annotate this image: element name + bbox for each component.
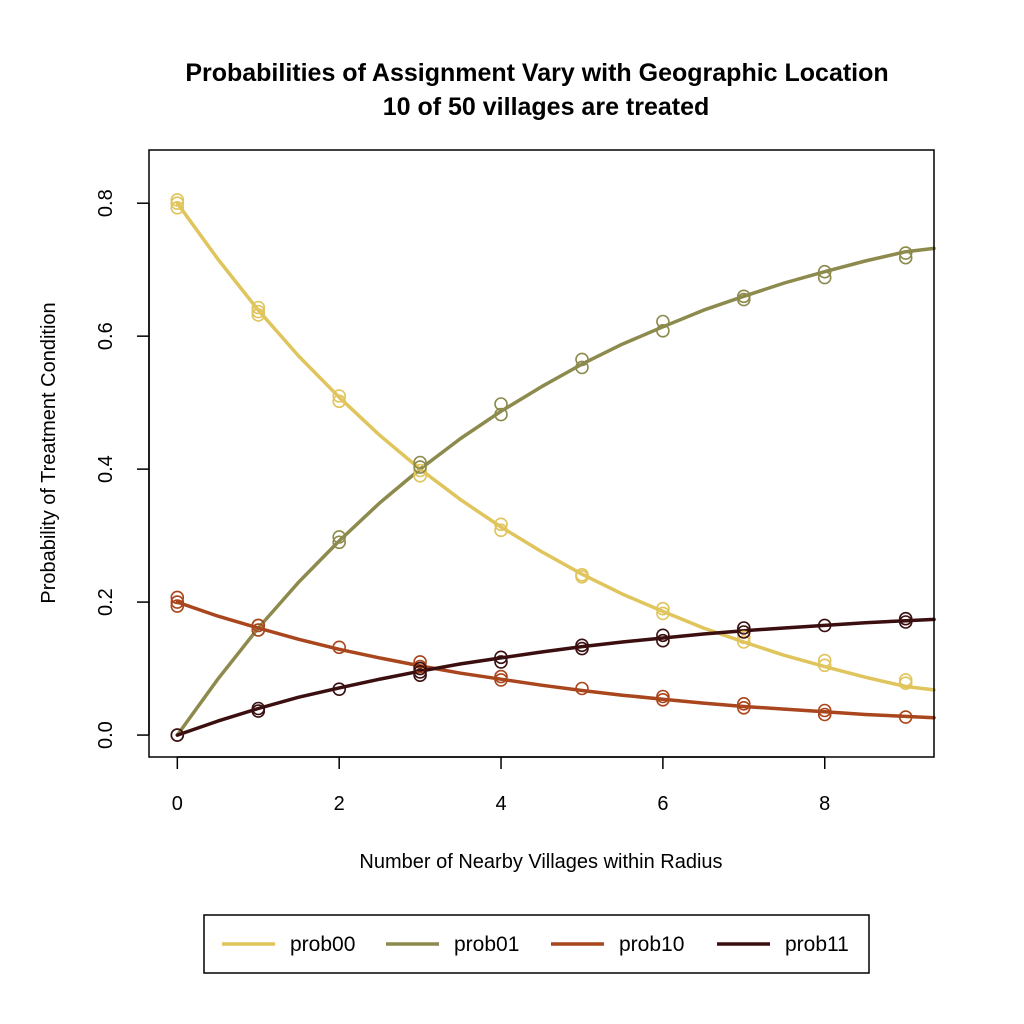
x-tick-label: 2 — [334, 793, 345, 815]
data-point-prob00 — [251, 304, 266, 319]
data-point-prob11 — [817, 618, 832, 633]
y-tick-label: 0.6 — [95, 322, 117, 350]
data-point-prob00 — [898, 676, 913, 691]
data-point-prob10 — [736, 696, 751, 711]
legend-label-prob00: prob00 — [290, 933, 355, 956]
data-point-prob11 — [332, 682, 347, 697]
data-point-prob00 — [170, 196, 185, 210]
y-tick-label: 0.8 — [95, 189, 117, 217]
data-point-prob11 — [736, 625, 751, 639]
data-point-prob01 — [656, 314, 670, 329]
data-point-prob10 — [332, 640, 347, 655]
data-point-prob11 — [413, 668, 427, 683]
data-point-prob10 — [251, 623, 266, 637]
y-tick-label: 0.2 — [95, 588, 117, 616]
legend: prob00 prob01 prob10 prob11 — [203, 914, 870, 974]
data-point-prob00 — [817, 658, 832, 673]
data-point-prob10 — [170, 595, 185, 609]
legend-label-prob01: prob01 — [454, 933, 519, 956]
data-point-prob11 — [251, 704, 266, 718]
data-point-prob00 — [170, 201, 185, 215]
data-point-prob10 — [817, 707, 832, 722]
data-point-prob01 — [817, 264, 832, 279]
y-axis: 0.0 0.2 0.4 0.6 0.8 — [95, 189, 150, 749]
data-point-prob01 — [575, 352, 589, 367]
data-point-prob00 — [898, 673, 913, 687]
x-tick-label: 0 — [172, 793, 183, 815]
data-point-prob10 — [251, 618, 266, 633]
data-point-prob11 — [575, 638, 589, 653]
x-axis-label: Number of Nearby Villages within Radius — [359, 851, 722, 873]
series-points — [170, 193, 913, 742]
x-tick-label: 4 — [495, 793, 506, 815]
data-point-prob01 — [817, 270, 832, 285]
data-point-prob00 — [413, 463, 427, 478]
data-point-prob10 — [494, 673, 508, 687]
data-point-prob01 — [413, 460, 427, 474]
data-point-prob01 — [413, 455, 427, 470]
data-point-prob00 — [251, 308, 266, 322]
data-point-prob00 — [817, 653, 832, 668]
data-point-prob01 — [332, 535, 347, 550]
data-point-prob00 — [251, 300, 266, 315]
x-tick-label: 6 — [657, 793, 668, 815]
legend-label-prob10: prob10 — [619, 933, 684, 956]
data-point-prob10 — [413, 655, 427, 669]
data-point-prob00 — [736, 635, 751, 649]
legend-items: prob00 prob01 prob10 prob11 — [222, 933, 849, 956]
data-point-prob10 — [170, 590, 185, 605]
data-point-prob11 — [656, 628, 670, 643]
data-point-prob00 — [575, 569, 589, 584]
data-point-prob11 — [170, 728, 185, 742]
data-point-prob10 — [656, 689, 670, 704]
y-tick-label: 0.4 — [95, 455, 117, 483]
data-point-prob01 — [494, 407, 508, 422]
data-point-prob11 — [736, 621, 751, 635]
data-point-prob01 — [736, 289, 751, 304]
chart-subtitle: 10 of 50 villages are treated — [383, 93, 710, 121]
data-point-prob10 — [170, 599, 185, 613]
data-point-prob00 — [656, 606, 670, 621]
data-point-prob11 — [494, 650, 508, 665]
data-point-prob00 — [494, 517, 508, 532]
data-point-prob00 — [656, 601, 670, 616]
data-point-prob01 — [575, 360, 589, 375]
data-point-prob00 — [170, 193, 185, 207]
data-point-prob10 — [494, 669, 508, 684]
data-point-prob00 — [332, 389, 347, 403]
data-point-prob11 — [898, 611, 913, 626]
data-point-prob00 — [332, 394, 347, 409]
data-point-prob10 — [656, 692, 670, 707]
data-point-prob00 — [494, 523, 508, 538]
data-point-prob01 — [656, 323, 670, 338]
data-point-prob11 — [656, 633, 670, 648]
data-point-prob10 — [817, 703, 832, 718]
data-point-prob01 — [898, 250, 913, 265]
data-point-prob11 — [413, 665, 427, 679]
data-point-prob11 — [575, 641, 589, 656]
data-point-prob11 — [494, 655, 508, 669]
x-axis: 0 2 4 6 8 — [172, 756, 830, 815]
y-tick-label: 0.0 — [95, 721, 117, 749]
chart-title: Probabilities of Assignment Vary with Ge… — [185, 59, 888, 87]
data-point-prob11 — [898, 615, 913, 629]
data-point-prob10 — [898, 710, 913, 724]
data-point-prob01 — [898, 246, 913, 260]
data-point-prob00 — [413, 468, 427, 483]
data-point-prob01 — [494, 397, 508, 411]
data-point-prob01 — [332, 530, 347, 544]
data-point-prob11 — [413, 661, 427, 676]
x-tick-label: 8 — [819, 793, 830, 815]
data-point-prob00 — [736, 630, 751, 645]
y-axis-label: Probability of Treatment Condition — [38, 302, 60, 603]
data-point-prob10 — [575, 681, 589, 696]
data-point-prob01 — [736, 292, 751, 307]
data-point-prob10 — [736, 700, 751, 715]
series-line-prob01 — [175, 246, 936, 737]
legend-label-prob11: prob11 — [785, 933, 849, 956]
